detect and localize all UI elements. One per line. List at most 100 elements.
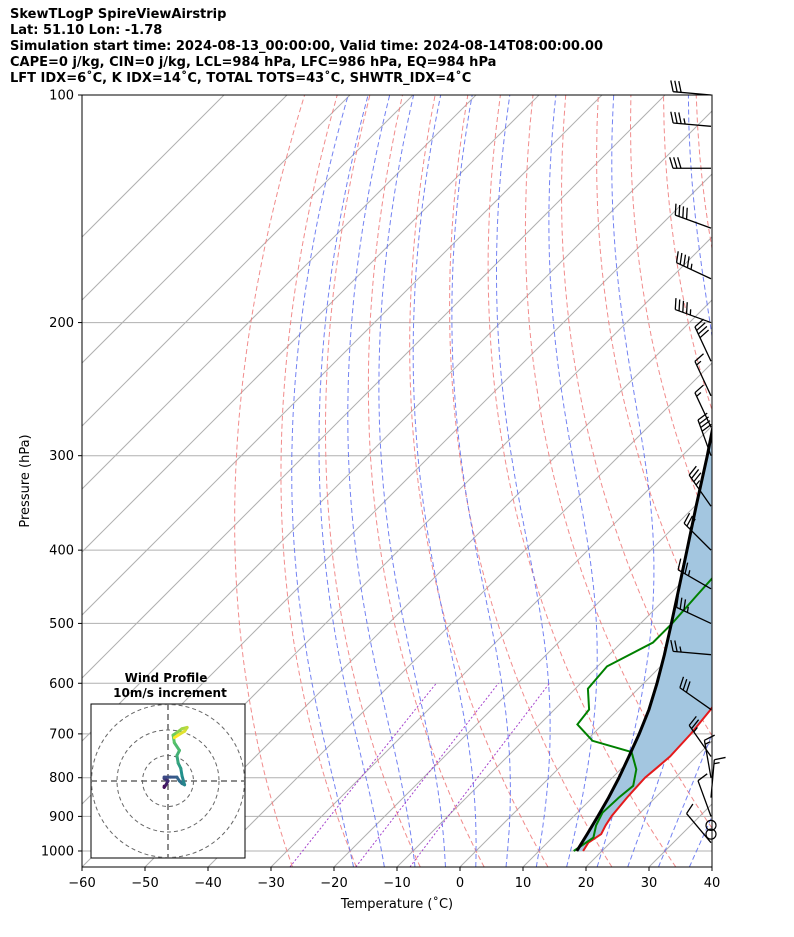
isotherm [82,95,666,679]
barb-flag [690,263,693,270]
dry-adiabat [524,95,712,829]
dry-adiabat [280,95,357,867]
barb-flag [696,360,702,366]
barb-flag [678,299,681,311]
wind-barb [669,157,711,169]
x-tick-label: 30 [641,876,658,891]
barb-flag [683,118,686,125]
wind-barb [679,676,712,711]
barb-flag [682,678,688,691]
isotherm [270,425,712,867]
barb-flag [714,756,726,761]
isotherm [82,110,712,742]
hodograph-trace-segment [172,741,181,752]
barb-staff [710,759,715,798]
barb-flag [688,465,697,476]
x-tick-label: −60 [68,876,95,891]
barb-flag [683,254,687,267]
barb-flag [688,715,697,726]
moist-adiabat [658,732,712,867]
barb-flag [694,384,704,394]
calm-wind-circle [705,828,717,840]
y-tick-label: 300 [49,449,74,464]
y-tick-label: 100 [49,89,74,104]
x-axis-label: Temperature (˚C) [340,896,453,912]
hodograph-inset: Wind Profile 10m/s increment [90,671,246,859]
barb-staff [676,606,712,624]
barb-staff [677,569,712,590]
barb-flag [674,298,677,310]
moist-adiabat [548,95,598,867]
wind-barb [686,803,712,844]
barb-flag [677,157,682,169]
chart-title: SkewTLogP SpireViewAirstrip Lat: 51.10 L… [10,7,603,87]
x-tick-label: 10 [515,876,532,891]
barb-staff [673,650,712,656]
x-tick-label: 20 [578,876,595,891]
wind-barb [697,412,712,456]
barb-flag [698,416,709,425]
x-tick-label: −10 [383,876,410,891]
mixing-ratio-line [409,682,550,867]
wind-barb [670,111,712,127]
barb-flag [684,562,689,574]
moist-adiabat [347,95,416,867]
isotherm [207,362,712,867]
y-tick-label: 700 [49,727,74,742]
title-line-stability: CAPE=0 j/kg, CIN=0 j/kg, LCL=984 hPa, LF… [10,55,497,70]
wind-barb [675,251,712,280]
title-line-times: Simulation start time: 2024-08-13_00:00:… [10,39,603,54]
wind-barbs [669,80,726,844]
barb-flag [704,734,715,741]
y-tick-label: 900 [49,810,74,825]
barb-staff [675,214,712,229]
barb-flag [683,599,687,611]
barb-staff [694,361,712,397]
wind-barb [677,558,712,590]
y-tick-label: 800 [49,771,74,786]
y-tick-label: 600 [49,677,74,692]
mixing-ratio-line [289,682,437,867]
barb-flag [679,676,685,688]
title-line-location: Lat: 51.10 Lon: -1.78 [10,23,163,38]
hodograph-subtitle: 10m/s increment [113,686,227,700]
barb-flag [670,80,674,92]
axes: −60 −50 −40 −30 −20 −10 0 10 20 30 40 1000 900 800 700… [41,89,720,892]
barb-flag [697,325,708,335]
barb-flag [690,469,700,479]
barb-flag [670,111,674,124]
wind-barb [694,353,712,397]
hodograph-trace-segment [172,733,180,740]
isotherm [396,551,712,867]
x-tick-label: −50 [131,876,158,891]
x-tick-label: 0 [456,876,464,891]
cape-area-layer [576,431,712,851]
barb-flag [694,318,704,328]
wind-barb [674,298,712,324]
dry-adiabat [761,95,794,867]
barb-staff [675,308,712,324]
dewpoint-profile [573,576,712,852]
title-line-station: SkewTLogP SpireViewAirstrip [10,7,227,22]
barb-staff [703,740,712,778]
wind-barb [670,640,712,656]
x-tick-label: 40 [704,876,721,891]
barb-staff [697,780,712,817]
wind-barb [670,80,712,96]
wind-barb [705,819,717,831]
barb-staff [683,522,712,551]
x-tick-label: −40 [194,876,221,891]
wind-barb [688,715,712,757]
barb-staff [697,419,712,456]
barb-flag [679,646,682,653]
isotherm [82,95,351,364]
barb-flag [696,392,702,397]
barb-flag [670,640,674,652]
barb-flag [678,81,682,93]
wind-barb [674,203,712,229]
calm-wind-circle [705,819,717,831]
isotherm [82,95,414,427]
moist-adiabat [720,95,794,867]
dry-adiabat [729,95,794,867]
barb-flag [704,741,711,745]
